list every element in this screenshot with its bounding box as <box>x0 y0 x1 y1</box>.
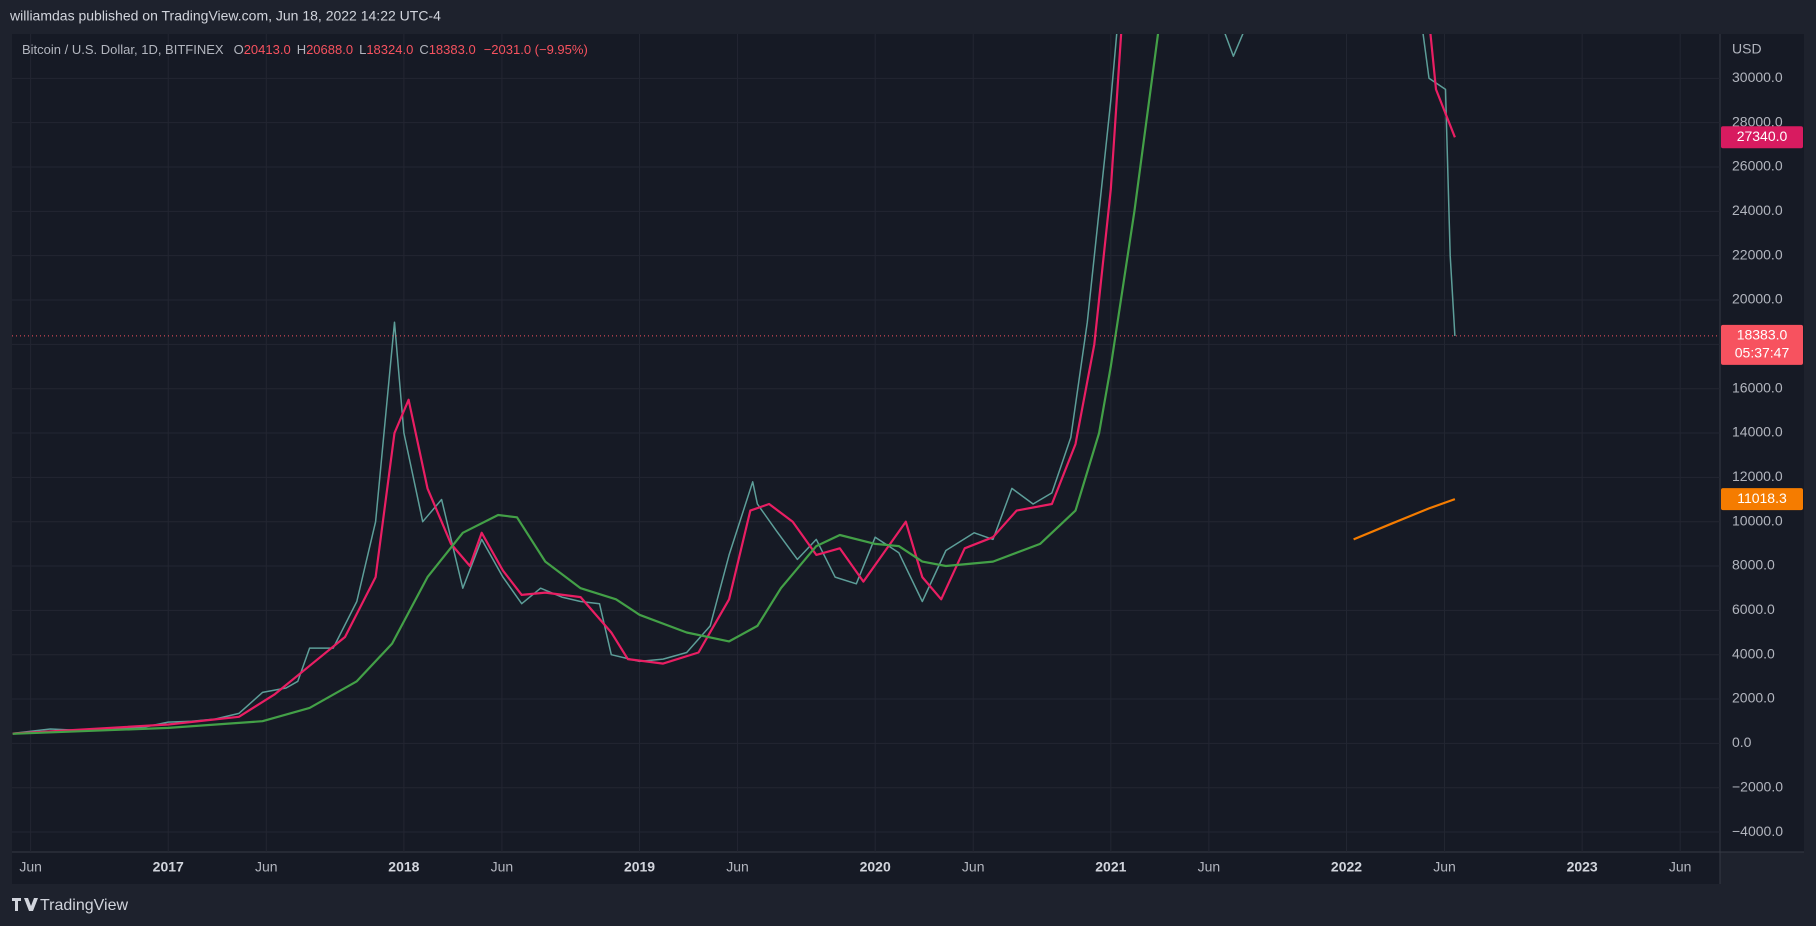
price-label: 27340.0 <box>1737 128 1788 144</box>
price-label: 18383.0 <box>1737 327 1788 343</box>
x-tick-label: Jun <box>19 859 42 875</box>
grid <box>12 34 1720 852</box>
brand-logo <box>12 898 38 911</box>
x-tick-label: Jun <box>1669 859 1692 875</box>
y-tick-label: −2000.0 <box>1732 778 1783 794</box>
h-key: H <box>297 42 306 57</box>
brand-name: TradingView <box>40 897 128 914</box>
y-unit: USD <box>1732 41 1762 57</box>
price-label-box <box>1721 126 1803 149</box>
price-label-box <box>1721 324 1803 365</box>
plot-area <box>12 34 1720 852</box>
x-tick-label: Jun <box>726 859 749 875</box>
price-label: 11018.3 <box>1737 490 1787 506</box>
series-line <box>12 34 1456 735</box>
publisher: williamdas published on TradingView.com,… <box>9 8 441 24</box>
x-tick-label: 2020 <box>860 859 891 875</box>
x-tick-label: 2017 <box>153 859 184 875</box>
y-tick-label: 20000.0 <box>1732 291 1783 307</box>
x-tick-label: Jun <box>962 859 985 875</box>
price-label-box <box>1721 488 1803 511</box>
series-line <box>1353 498 1456 541</box>
y-tick-label: 10000.0 <box>1732 512 1783 528</box>
x-tick-label: 2023 <box>1567 859 1598 875</box>
low: 18324.0 <box>366 42 413 57</box>
label-layer: −4000.0 −2000.0 0.0 2000.0 4000.0 6000.0 8000.… <box>19 69 1803 875</box>
x-tick-label: Jun <box>1198 859 1221 875</box>
o-key: O <box>234 42 244 57</box>
y-tick-label: 12000.0 <box>1732 468 1783 484</box>
l-key: L <box>359 42 366 57</box>
symbol: Bitcoin / U.S. Dollar, 1D, BITFINEX <box>22 42 224 57</box>
y-tick-label: 24000.0 <box>1732 202 1783 218</box>
y-tick-label: 30000.0 <box>1732 69 1783 85</box>
y-tick-label: 28000.0 <box>1732 113 1783 129</box>
y-tick-label: 4000.0 <box>1732 645 1775 661</box>
y-tick-label: 6000.0 <box>1732 601 1775 617</box>
series-line <box>12 34 1160 735</box>
y-tick-label: 16000.0 <box>1732 379 1783 395</box>
x-tick-label: Jun <box>491 859 514 875</box>
y-tick-label: 8000.0 <box>1732 557 1775 573</box>
open: 20413.0 <box>244 42 291 57</box>
high: 20688.0 <box>306 42 353 57</box>
time-axis <box>12 852 1720 884</box>
close: 18383.0 <box>429 42 476 57</box>
x-tick-label: 2021 <box>1095 859 1126 875</box>
x-tick-label: 2019 <box>624 859 655 875</box>
series-layer <box>12 34 1720 735</box>
legend-symbol: Bitcoin / U.S. Dollar, 1D, BITFINEX O2041… <box>22 42 588 57</box>
x-tick-label: 2022 <box>1331 859 1362 875</box>
x-tick-label: Jun <box>255 859 278 875</box>
y-tick-label: −4000.0 <box>1732 823 1783 839</box>
c-key: C <box>419 42 428 57</box>
countdown: 05:37:47 <box>1735 345 1790 361</box>
y-tick-label: 14000.0 <box>1732 424 1783 440</box>
change: −2031.0 (−9.95%) <box>484 42 588 57</box>
y-tick-label: 2000.0 <box>1732 690 1775 706</box>
brand: TradingView <box>12 897 128 914</box>
x-tick-label: 2018 <box>388 859 419 875</box>
x-tick-label: Jun <box>1433 859 1456 875</box>
legend: Bitcoin / U.S. Dollar, 1D, BITFINEX O2041… <box>22 42 588 57</box>
price-axis <box>1720 34 1804 852</box>
series-line <box>12 34 1456 735</box>
y-tick-label: 0.0 <box>1732 734 1752 750</box>
y-tick-label: 26000.0 <box>1732 158 1783 174</box>
y-tick-label: 22000.0 <box>1732 246 1783 262</box>
